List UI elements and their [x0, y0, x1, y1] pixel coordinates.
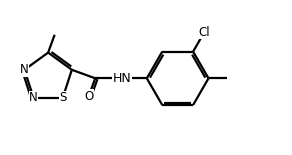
Text: N: N	[20, 63, 29, 76]
Text: S: S	[59, 91, 67, 104]
Text: O: O	[84, 90, 93, 103]
Text: Cl: Cl	[199, 26, 210, 39]
Text: HN: HN	[112, 72, 131, 85]
Text: N: N	[29, 91, 38, 104]
